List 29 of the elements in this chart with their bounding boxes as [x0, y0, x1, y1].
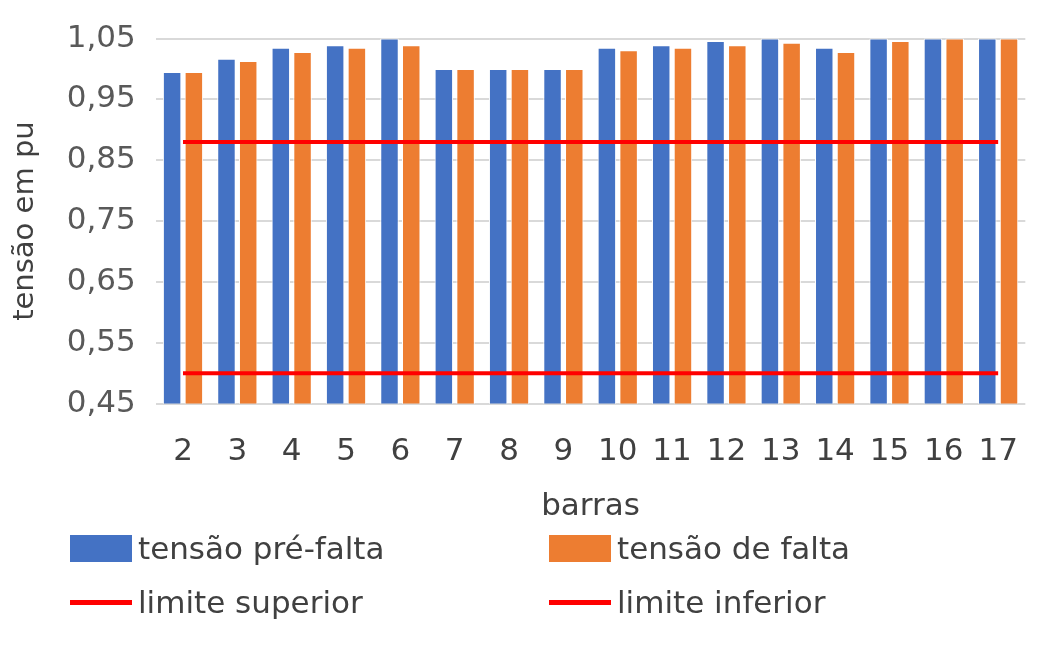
y-tick-label: 0,75 [66, 200, 136, 237]
y-tick-label: 1,05 [66, 17, 136, 54]
y-tick-label: 0,55 [66, 321, 136, 358]
x-tick-label: 17 [978, 431, 1018, 468]
legend-label: limite superior [138, 584, 363, 620]
y-axis-title: tensão em pu [5, 121, 40, 321]
legend-label: limite inferior [617, 584, 826, 620]
x-tick-label: 9 [553, 431, 574, 468]
y-tick-label: 0,95 [66, 78, 136, 115]
x-tick-label: 14 [815, 431, 855, 468]
x-tick-label: 6 [390, 431, 411, 468]
x-tick-label: 3 [227, 431, 248, 468]
y-tick-label: 0,45 [66, 382, 136, 419]
x-tick-label: 16 [924, 431, 964, 468]
x-tick-label: 4 [281, 431, 302, 468]
y-tick-label: 0,65 [66, 260, 136, 297]
x-tick-label: 2 [173, 431, 193, 468]
legend-label: tensão pré-falta [138, 530, 385, 566]
x-tick-label: 12 [706, 431, 747, 468]
x-tick-label: 8 [499, 431, 519, 468]
x-tick-label: 5 [336, 431, 356, 468]
x-axis-title: barras [541, 486, 640, 523]
x-tick-label: 10 [598, 431, 638, 468]
legend-label: tensão de falta [617, 530, 851, 566]
x-tick-label: 15 [869, 431, 910, 468]
x-tick-label: 13 [761, 431, 801, 468]
x-tick-label: 11 [652, 431, 692, 468]
y-tick-label: 0,85 [66, 139, 136, 176]
x-tick-label: 7 [444, 431, 465, 468]
